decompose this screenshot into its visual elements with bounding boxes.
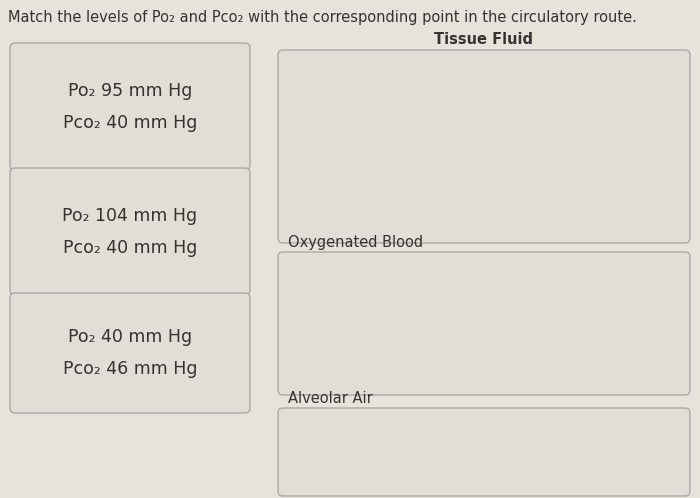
FancyBboxPatch shape <box>10 293 250 413</box>
FancyBboxPatch shape <box>278 252 690 395</box>
Text: Pco₂ 46 mm Hg: Pco₂ 46 mm Hg <box>63 360 197 378</box>
FancyBboxPatch shape <box>278 408 690 496</box>
Text: Po₂ 40 mm Hg: Po₂ 40 mm Hg <box>68 328 192 346</box>
Text: Tissue Fluid: Tissue Fluid <box>435 32 533 47</box>
Text: Pco₂ 40 mm Hg: Pco₂ 40 mm Hg <box>63 114 197 131</box>
Text: Alveolar Air: Alveolar Air <box>288 391 372 406</box>
FancyBboxPatch shape <box>278 50 690 243</box>
Text: Po₂ 95 mm Hg: Po₂ 95 mm Hg <box>68 82 192 100</box>
Text: Match the levels of Po₂ and Pco₂ with the corresponding point in the circulatory: Match the levels of Po₂ and Pco₂ with th… <box>8 10 637 25</box>
FancyBboxPatch shape <box>10 168 250 295</box>
FancyBboxPatch shape <box>10 43 250 170</box>
Text: Oxygenated Blood: Oxygenated Blood <box>288 235 423 250</box>
Text: Po₂ 104 mm Hg: Po₂ 104 mm Hg <box>62 207 197 225</box>
Text: Pco₂ 40 mm Hg: Pco₂ 40 mm Hg <box>63 239 197 256</box>
